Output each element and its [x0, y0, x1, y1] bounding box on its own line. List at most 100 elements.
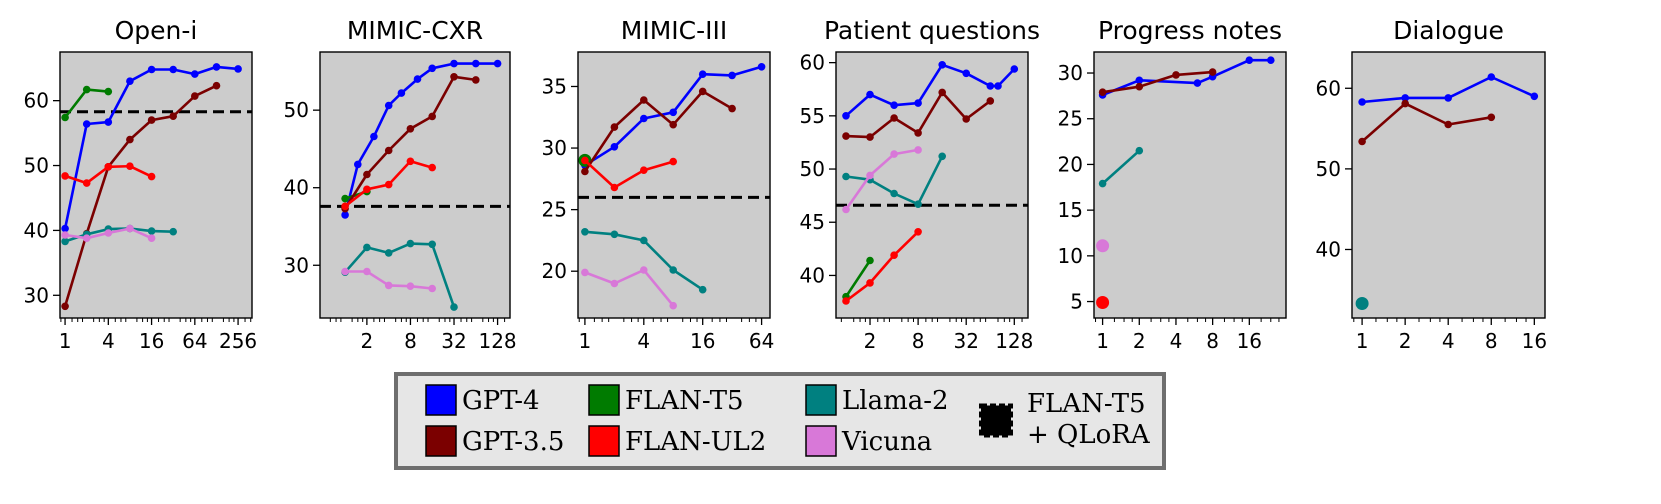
- series-llama-2-point: [581, 228, 589, 236]
- plot-area: [578, 52, 770, 318]
- y-tick-label: 35: [542, 74, 567, 98]
- x-tick-label: 1: [1096, 329, 1109, 353]
- x-tick-label: 1: [1356, 329, 1369, 353]
- legend-entry-gpt-4: GPT-4: [425, 384, 540, 416]
- series-flan-ul2-point: [61, 172, 69, 180]
- series-flan-ul2-point: [384, 180, 393, 189]
- x-tick-label: 16: [690, 329, 715, 353]
- series-flan-t5-point: [82, 85, 91, 94]
- series-flan-ul2-point: [1096, 296, 1110, 309]
- series-llama-2: [581, 228, 707, 294]
- series-gpt-3-5-point: [914, 129, 922, 137]
- legend-label: FLAN-T5: [1027, 389, 1146, 419]
- series-llama-2-point: [610, 230, 619, 239]
- series-gpt-4-point: [994, 82, 1002, 90]
- axes-frame: [1351, 51, 1546, 319]
- series-gpt-4-point: [1193, 79, 1202, 87]
- series-gpt-4-point: [1401, 94, 1409, 102]
- x-tick-label: 1: [59, 329, 72, 353]
- legend-entry-flan-t5: FLAN-T5: [588, 384, 744, 416]
- series-gpt-3-5-point: [406, 125, 415, 133]
- series-gpt-3-5-point: [610, 123, 619, 131]
- series-vicuna-point: [428, 284, 437, 293]
- x-tick-label: 16: [139, 329, 164, 353]
- series-gpt-4-point: [234, 65, 242, 73]
- series-gpt-3-5: [581, 87, 736, 176]
- y-tick-label: 5: [1070, 290, 1083, 314]
- panel-patient-questions: Patient questions 2 8 32 128 40 45 50 55 60: [800, 16, 1040, 353]
- panel-dialogue: Dialogue 1 2 4 8 16 40 50 60: [1316, 16, 1548, 353]
- series-gpt-3-5-point: [1208, 68, 1217, 76]
- legend-entry-llama-2: Llama-2: [805, 384, 949, 416]
- series-vicuna-line: [844, 148, 919, 211]
- legend-label: FLAN-T5: [625, 386, 744, 416]
- x-tick-label: 128: [478, 329, 516, 353]
- axes-frame: [319, 51, 511, 319]
- series-gpt-3-5-point: [890, 114, 898, 122]
- series-gpt-4-point: [384, 101, 393, 110]
- series-gpt-3-5-point: [472, 76, 480, 84]
- series-flan-ul2-point: [914, 228, 922, 236]
- series-gpt-3-5-point: [428, 112, 437, 121]
- series-flan-t5-point: [866, 256, 874, 265]
- y-tick-label: 30: [1058, 61, 1083, 85]
- series-gpt-3-5-point: [1444, 120, 1452, 129]
- series-group: [1355, 73, 1539, 310]
- series-vicuna-point: [61, 231, 69, 239]
- series-gpt-4-point: [82, 120, 91, 128]
- series-gpt-4-point: [397, 89, 406, 97]
- series-gpt-3-5-point: [169, 112, 177, 120]
- series-vicuna-point: [842, 205, 850, 214]
- series-vicuna-point: [147, 234, 156, 242]
- series-gpt-4-point: [472, 59, 480, 68]
- series-gpt-3-5-point: [126, 135, 134, 144]
- legend-entry-flan-ul2: FLAN-UL2: [588, 425, 766, 457]
- series-gpt-4-point: [890, 101, 898, 109]
- legend-swatch: [588, 384, 620, 416]
- series-llama-2-point: [890, 189, 898, 198]
- y-tick-label: 60: [800, 51, 825, 75]
- panel-title: MIMIC-III: [621, 16, 727, 45]
- series-flan-ul2-line: [845, 230, 920, 303]
- series-gpt-4-point: [61, 224, 69, 233]
- series-gpt-4-point: [986, 82, 995, 90]
- series-gpt-3-5-line: [63, 84, 218, 307]
- series-gpt-4-point: [1444, 94, 1452, 102]
- series-gpt-3-5-line: [583, 90, 733, 173]
- series-flan-ul2-point: [406, 157, 415, 166]
- plot-area: [1094, 52, 1286, 318]
- y-tick-label: 20: [1058, 152, 1083, 176]
- y-tick-label: 30: [284, 253, 309, 277]
- series-gpt-4-point: [610, 143, 619, 151]
- panel-progress-notes: Progress notes 1 2 4 8 16 5 10 15 20 25 30: [1058, 16, 1287, 353]
- series-gpt-4-point: [169, 65, 177, 74]
- series-vicuna-point: [82, 234, 91, 242]
- y-tick-label: 50: [1316, 157, 1341, 181]
- series-vicuna: [581, 266, 677, 310]
- series-gpt-3-5-point: [698, 87, 707, 96]
- y-tick-label: 15: [1058, 198, 1083, 222]
- series-flan-ul2-line: [584, 159, 674, 189]
- series-llama-2-line: [1101, 149, 1141, 185]
- series-flan-ul2-point: [610, 183, 619, 192]
- axes-frame: [1093, 51, 1287, 319]
- series-flan-t5-point: [104, 87, 113, 96]
- y-tick-label: 40: [1316, 237, 1341, 261]
- panel-title: Open-i: [115, 16, 198, 45]
- series-gpt-4-point: [1010, 65, 1019, 73]
- series-gpt-3-5-point: [61, 302, 69, 311]
- series-gpt-4-point: [104, 118, 113, 126]
- legend-entry-vicuna: Vicuna: [805, 425, 932, 457]
- series-vicuna-point: [406, 282, 415, 291]
- series-gpt-3-5-point: [212, 81, 221, 90]
- y-tick-label: 45: [800, 210, 825, 234]
- series-llama-2-point: [1355, 297, 1369, 310]
- series-vicuna-point: [341, 267, 349, 276]
- series-llama-2-point: [938, 152, 946, 161]
- series-flan-ul2-point: [147, 172, 156, 181]
- series-gpt-3-5-point: [938, 88, 946, 97]
- series-vicuna-point: [1096, 239, 1110, 253]
- x-tick-label: 16: [1522, 329, 1547, 353]
